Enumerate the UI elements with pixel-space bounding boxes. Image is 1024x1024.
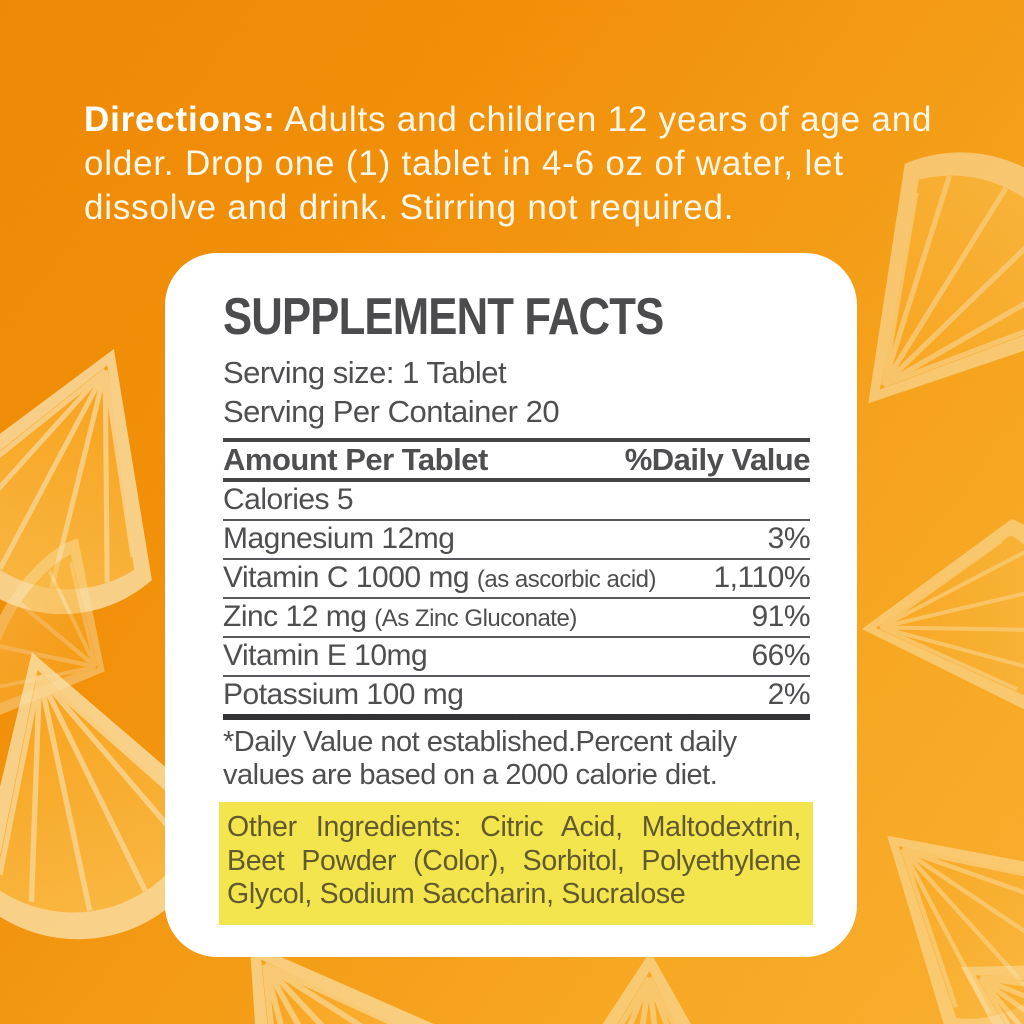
nutrient-row: Calories 5 (223, 482, 810, 519)
facts-table-header: Amount Per Tablet %Daily Value (223, 438, 811, 482)
facts-table: Amount Per Tablet %Daily Value Calories … (223, 438, 811, 720)
nutrient-daily-value: 1,110% (713, 561, 810, 594)
header-daily-value: %Daily Value (624, 442, 811, 477)
nutrient-name: Magnesium 12mg (223, 522, 455, 555)
nutrient-row: Vitamin E 10mg 66% (223, 636, 810, 675)
daily-value-footnote: *Daily Value not established.Percent dai… (223, 726, 737, 791)
facts-table-rows: Calories 5 Magnesium 12mg 3% Vitamin C 1… (223, 482, 811, 720)
orange-slice-left-thin (0, 521, 156, 767)
nutrient-row: Magnesium 12mg 3% (223, 519, 811, 558)
nutrient-daily-value: 2% (767, 678, 811, 711)
panel-title: SUPPLEMENT FACTS (223, 288, 664, 346)
orange-slice-right-middle (840, 495, 1024, 744)
supplement-facts-panel: SUPPLEMENT FACTS Serving size: 1 Tablet … (165, 253, 857, 957)
nutrient-row: Vitamin C 1000 mg (as ascorbic acid) 1,1… (223, 558, 810, 597)
nutrient-name: Vitamin C 1000 mg (as ascorbic acid) (223, 561, 657, 594)
nutrient-name: Potassium 100 mg (223, 678, 464, 711)
nutrient-name: Zinc 12 mg (As Zinc Gluconate) (223, 600, 577, 633)
orange-slice-bottom-right (879, 839, 1024, 1024)
nutrient-name: Calories 5 (223, 483, 354, 516)
directions-label: Directions: (84, 100, 276, 139)
nutrient-daily-value: 3% (767, 522, 811, 555)
header-amount: Amount Per Tablet (223, 442, 488, 477)
servings-per-container: Serving Per Container 20 (223, 394, 560, 429)
nutrient-row: Zinc 12 mg (As Zinc Gluconate) 91% (223, 597, 810, 636)
nutrient-note: (As Zinc Gluconate) (374, 605, 577, 632)
serving-size: Serving size: 1 Tablet (223, 355, 507, 390)
nutrient-row: Potassium 100 mg 2% (223, 675, 811, 714)
other-ingredients-label: Other Ingredients: (227, 811, 462, 843)
nutrient-daily-value: 66% (751, 639, 810, 672)
nutrient-name: Vitamin E 10mg (223, 639, 428, 672)
other-ingredients: Other Ingredients: Citric Acid, Maltodex… (219, 802, 813, 925)
directions-text: Directions: Adults and children 12 years… (84, 98, 946, 230)
nutrient-note: (as ascorbic acid) (476, 566, 657, 593)
nutrient-daily-value: 91% (751, 600, 810, 633)
